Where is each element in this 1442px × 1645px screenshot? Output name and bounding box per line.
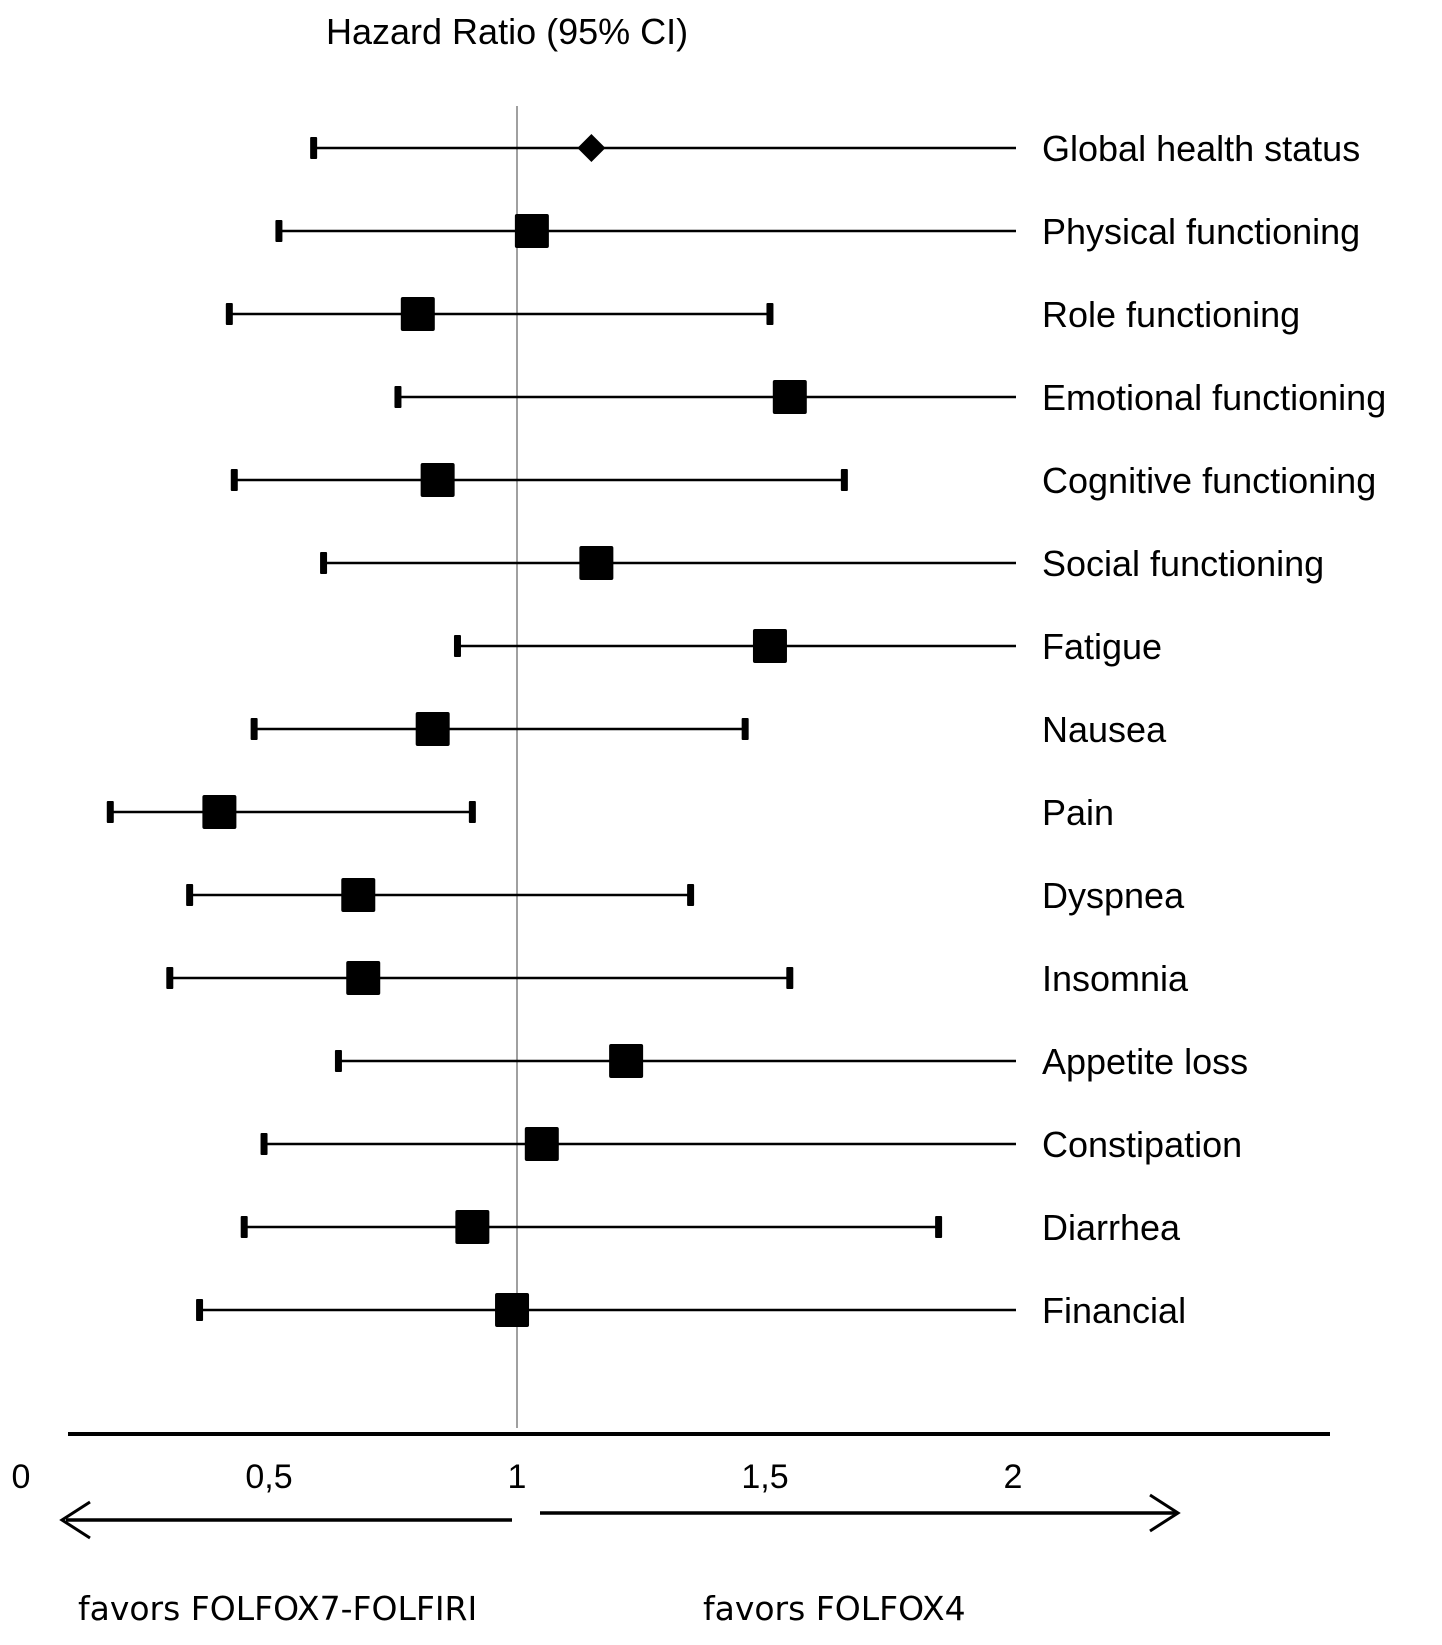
- ci-upper-tick: [468, 801, 476, 823]
- row-label: Appetite loss: [1042, 1041, 1248, 1082]
- right-arrow: [540, 1493, 1181, 1533]
- row-label: Insomnia: [1042, 958, 1189, 999]
- x-tick-label: 1,5: [741, 1458, 788, 1496]
- row-label: Fatigue: [1042, 626, 1162, 667]
- forest-row: Role functioning: [225, 294, 1300, 335]
- x-tick-label: 0,5: [245, 1458, 292, 1496]
- x-tick-label: 0: [12, 1458, 31, 1496]
- row-label: Social functioning: [1042, 543, 1324, 584]
- ci-lower-tick: [334, 1050, 342, 1072]
- forest-row: Diarrhea: [240, 1207, 1181, 1248]
- hr-point-square: [772, 380, 807, 414]
- row-label: Global health status: [1042, 128, 1360, 169]
- hr-point-square: [346, 961, 381, 995]
- favors-left-label: favors FOLFOX7-FOLFIRI: [78, 1589, 477, 1628]
- ci-lower-tick: [394, 386, 402, 408]
- ci-lower-tick: [196, 1299, 204, 1321]
- ci-upper-tick: [766, 303, 774, 325]
- row-label: Dyspnea: [1042, 875, 1185, 916]
- favors-right-label: favors FOLFOX4: [703, 1589, 966, 1628]
- ci-lower-tick: [320, 552, 328, 574]
- row-label: Diarrhea: [1042, 1207, 1181, 1248]
- hr-point-square: [415, 712, 450, 746]
- ci-upper-tick: [935, 1216, 943, 1238]
- forest-row: Global health status: [310, 128, 1360, 169]
- ci-lower-tick: [230, 469, 238, 491]
- row-label: Emotional functioning: [1042, 377, 1386, 418]
- x-tick-label: 2: [1004, 1458, 1023, 1496]
- hr-point-square: [514, 214, 549, 248]
- hr-point-square: [341, 878, 376, 912]
- row-label: Physical functioning: [1042, 211, 1360, 252]
- row-label: Pain: [1042, 792, 1114, 833]
- hr-point-square: [495, 1293, 530, 1327]
- hr-point-square: [202, 795, 237, 829]
- chart-title: Hazard Ratio (95% CI): [326, 11, 688, 52]
- hr-point-square: [455, 1210, 490, 1244]
- ci-upper-tick: [840, 469, 848, 491]
- ci-lower-tick: [106, 801, 114, 823]
- forest-row: Pain: [106, 792, 1114, 833]
- ci-lower-tick: [225, 303, 233, 325]
- row-label: Constipation: [1042, 1124, 1242, 1165]
- hr-point-square: [752, 629, 787, 663]
- ci-lower-tick: [240, 1216, 248, 1238]
- x-axis-ticks: 0 0,5 1 1,5 2: [12, 1458, 1023, 1496]
- forest-row: Emotional functioning: [394, 377, 1386, 418]
- hr-point-square: [420, 463, 455, 497]
- ci-upper-tick: [786, 967, 794, 989]
- hr-point-diamond: [577, 134, 606, 162]
- ci-lower-tick: [250, 718, 258, 740]
- forest-row: Financial: [196, 1290, 1186, 1331]
- ci-lower-tick: [310, 137, 318, 159]
- hr-point-square: [579, 546, 614, 580]
- forest-row: Constipation: [260, 1124, 1242, 1165]
- row-label: Financial: [1042, 1290, 1186, 1331]
- rows-group: Global health status Physical functioning…: [106, 128, 1386, 1331]
- row-label: Cognitive functioning: [1042, 460, 1376, 501]
- forest-row: Nausea: [250, 709, 1167, 750]
- forest-row: Dyspnea: [186, 875, 1185, 916]
- x-tick-label: 1: [508, 1458, 527, 1496]
- ci-lower-tick: [186, 884, 194, 906]
- forest-row: Fatigue: [453, 626, 1162, 667]
- forest-row: Insomnia: [166, 958, 1189, 999]
- forest-row: Physical functioning: [275, 211, 1360, 252]
- row-label: Role functioning: [1042, 294, 1300, 335]
- hr-point-square: [400, 297, 435, 331]
- row-label: Nausea: [1042, 709, 1167, 750]
- hr-point-square: [609, 1044, 644, 1078]
- ci-upper-tick: [687, 884, 695, 906]
- ci-lower-tick: [166, 967, 174, 989]
- forest-row: Cognitive functioning: [230, 460, 1376, 501]
- left-arrow: [59, 1500, 512, 1540]
- ci-lower-tick: [453, 635, 461, 657]
- forest-row: Appetite loss: [334, 1041, 1248, 1082]
- ci-upper-tick: [741, 718, 749, 740]
- ci-lower-tick: [260, 1133, 268, 1155]
- ci-lower-tick: [275, 220, 283, 242]
- forest-row: Social functioning: [320, 543, 1324, 584]
- hr-point-square: [524, 1127, 559, 1161]
